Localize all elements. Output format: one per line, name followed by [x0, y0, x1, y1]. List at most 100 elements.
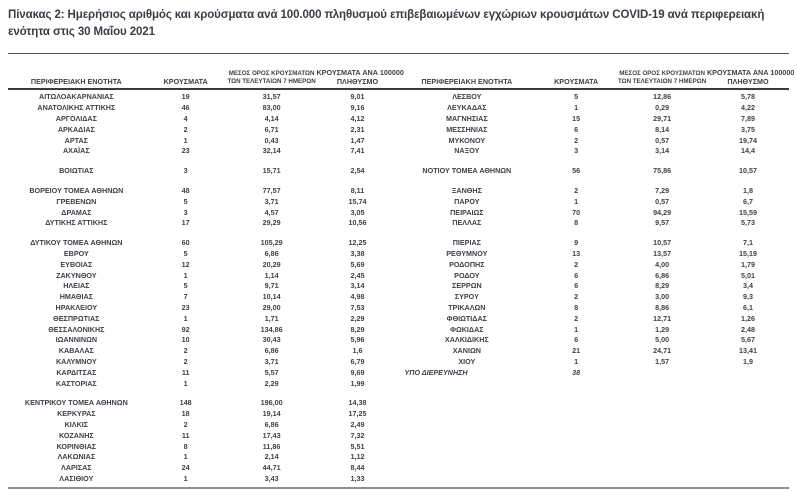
cases-value: 11 [181, 430, 190, 440]
table-row: ΖΑΚΥΝΘΟΥ 1 1,14 2,45 ΡΟΔΟΥ 6 6,86 5,01 [8, 270, 789, 281]
right-half: ΧΙΟΥ 1 1,57 1,9 [399, 357, 790, 366]
cases-per-100k-value: 1,79 [740, 259, 755, 269]
table-row: ΗΛΕΙΑΣ 5 9,71 3,14 ΣΕΡΡΩΝ 6 8,29 3,4 [8, 280, 789, 291]
left-half: ΔΥΤΙΚΟΥ ΤΟΜΕΑ ΑΘΗΝΩΝ 60 105,29 12,25 [8, 238, 399, 247]
avg7-days-value: 1,71 [264, 313, 279, 323]
cases-per-100k-value: 1,6 [352, 346, 363, 356]
avg7-days-value: 20,29 [262, 259, 281, 269]
region-name: ΘΕΣΠΡΩΤΙΑΣ [53, 313, 100, 323]
right-half: ΠΑΡΟΥ 1 0,57 6,7 [399, 197, 790, 206]
column-header-per100k-line2: ΠΛΗΘΥΣΜΟ [336, 76, 379, 86]
cases-per-100k-value: 1,9 [742, 356, 753, 366]
table-row: ΑΡΤΑΣ 1 0,43 1,47 ΜΥΚΟΝΟΥ 2 0,57 19,74 [8, 135, 789, 146]
region-name: ΗΜΑΘΙΑΣ [59, 292, 93, 302]
table-row: ΚΟΡΙΝΘΙΑΣ 8 11,86 5,51 [8, 441, 789, 452]
region-name: ΝΑΞΟΥ [454, 146, 480, 156]
cases-value: 2 [574, 135, 579, 145]
table-row: ΚΕΝΤΡΙΚΟΥ ΤΟΜΕΑ ΑΘΗΝΩΝ 148 196,00 14,38 [8, 397, 789, 408]
region-name: ΗΛΕΙΑΣ [63, 281, 90, 291]
avg7-days-value: 8,14 [655, 124, 670, 134]
table-header-row: ΠΕΡΙΦΕΡΕΙΑΚΗ ΕΝΟΤΗΤΑ ΚΡΟΥΣΜΑΤΑ ΜΕΣΟΣ ΟΡΟ… [8, 54, 794, 90]
cases-value: 5 [183, 281, 188, 291]
avg7-days-value: 24,71 [653, 346, 672, 356]
left-half: ΘΕΣΣΑΛΟΝΙΚΗΣ 92 134,86 8,29 [8, 325, 399, 334]
cases-per-100k-value: 8,29 [350, 324, 365, 334]
table-row: ΑΧΑΪΑΣ 23 32,14 7,41 ΝΑΞΟΥ 3 3,14 14,4 [8, 145, 789, 156]
table-row: ΔΥΤΙΚΟΥ ΤΟΜΕΑ ΑΘΗΝΩΝ 60 105,29 12,25 ΠΙΕΡΙΑΣ… [8, 237, 789, 248]
table-row: ΔΥΤΙΚΗΣ ΑΤΤΙΚΗΣ 17 29,29 10,56 ΠΕΛΛΑΣ 8 9,57 5,… [8, 217, 789, 228]
cases-per-100k-value: 14,38 [348, 398, 367, 408]
avg7-days-value: 196,00 [260, 398, 283, 408]
table-caption: Πίνακας 2: Ημερήσιος αριθμός και κρούσμα… [8, 9, 765, 39]
left-half: ΚΕΡΚΥΡΑΣ 18 19,14 17,25 [8, 409, 399, 418]
right-half: ΜΑΓΝΗΣΙΑΣ 15 29,71 7,89 [399, 114, 790, 123]
left-half: ΕΒΡΟΥ 5 6,86 3,38 [8, 249, 399, 258]
cases-per-100k-value: 8,11 [350, 185, 365, 195]
region-name: ΠΙΕΡΙΑΣ [452, 238, 481, 248]
right-half: ΤΡΙΚΑΛΩΝ 8 8,86 6,1 [399, 303, 790, 312]
covid-regional-table: ΠΕΡΙΦΕΡΕΙΑΚΗ ΕΝΟΤΗΤΑ ΚΡΟΥΣΜΑΤΑ ΜΕΣΟΣ ΟΡΟ… [8, 52, 794, 489]
left-half: ΘΕΣΠΡΩΤΙΑΣ 1 1,71 2,29 [8, 314, 399, 323]
table-row: ΒΟΙΩΤΙΑΣ 3 15,71 2,54 ΝΟΤΙΟΥ ΤΟΜΕΑ ΑΘΗΝΩΝ 56 7… [8, 165, 789, 176]
avg7-days-value: 32,14 [262, 146, 281, 156]
cases-value: 1 [183, 452, 188, 462]
table-row: ΕΒΡΟΥ 5 6,86 3,38 ΡΕΘΥΜΝΟΥ 13 13,57 15,19 [8, 248, 789, 259]
column-header-region: ΠΕΡΙΦΕΡΕΙΑΚΗ ΕΝΟΤΗΤΑ [8, 68, 145, 86]
cases-per-100k-value: 4,98 [350, 292, 365, 302]
avg7-days-value: 2,14 [264, 452, 279, 462]
cases-per-100k-value: 7,41 [350, 146, 365, 156]
column-header-cases: ΚΡΟΥΣΜΑΤΑ [535, 68, 617, 86]
avg7-days-value: 6,86 [655, 270, 670, 280]
region-name: ΚΑΒΑΛΑΣ [58, 346, 94, 356]
cases-value: 17 [181, 218, 190, 228]
avg7-days-value: 3,43 [264, 473, 279, 483]
cases-per-100k-value: 2,54 [350, 166, 365, 176]
cases-per-100k-value: 3,75 [740, 124, 755, 134]
cases-per-100k-value: 2,48 [740, 324, 755, 334]
left-half: ΗΡΑΚΛΕΙΟΥ 23 29,00 7,53 [8, 303, 399, 312]
right-half: ΦΘΙΩΤΙΔΑΣ 2 12,71 1,26 [399, 314, 790, 323]
column-header-cases: ΚΡΟΥΣΜΑΤΑ [145, 68, 227, 86]
table-row: ΚΑΣΤΟΡΙΑΣ 1 2,29 1,99 [8, 378, 789, 389]
cases-value: 21 [572, 346, 581, 356]
cases-per-100k-value: 3,05 [350, 207, 365, 217]
region-name: ΦΘΙΩΤΙΔΑΣ [446, 313, 487, 323]
cases-per-100k-value: 1,99 [350, 378, 365, 388]
cases-value: 5 [183, 196, 188, 206]
cases-value: 5 [574, 92, 579, 102]
spacer-row [8, 156, 789, 165]
region-name: ΒΟΡΕΙΟΥ ΤΟΜΕΑ ΑΘΗΝΩΝ [29, 185, 124, 195]
left-half: ΓΡΕΒΕΝΩΝ 5 3,71 15,74 [8, 197, 399, 206]
region-name: ΡΕΘΥΜΝΟΥ [446, 248, 488, 258]
avg7-days-value: 77,57 [262, 185, 281, 195]
cases-per-100k-value: 2,31 [350, 124, 365, 134]
cases-per-100k-value: 2,45 [350, 270, 365, 280]
region-name: ΚΕΡΚΥΡΑΣ [57, 409, 96, 419]
cases-per-100k-value: 6,7 [742, 196, 753, 206]
cases-value: 6 [574, 270, 579, 280]
table-row: ΚΑΛΥΜΝΟΥ 2 3,71 6,79 ΧΙΟΥ 1 1,57 1,9 [8, 356, 789, 367]
region-name: ΖΑΚΥΝΘΟΥ [56, 270, 97, 280]
region-name: ΛΑΣΙΘΙΟΥ [59, 473, 94, 483]
cases-value: 23 [181, 146, 190, 156]
cases-value: 2 [574, 292, 579, 302]
cases-per-100k-value: 9,16 [350, 103, 365, 113]
cases-per-100k-value: 13,41 [738, 346, 757, 356]
column-header-avg7-line1: ΜΕΣΟΣ ΟΡΟΣ ΚΡΟΥΣΜΑΤΩΝ [228, 70, 315, 77]
cases-per-100k-value: 5,51 [350, 441, 365, 451]
avg7-days-value: 8,29 [655, 281, 670, 291]
cases-value: 56 [572, 166, 581, 176]
cases-per-100k-value: 15,74 [348, 196, 367, 206]
left-half: ΚΟΡΙΝΘΙΑΣ 8 11,86 5,51 [8, 442, 399, 451]
cases-per-100k-value: 5,78 [740, 92, 755, 102]
avg7-days-value: 10,57 [653, 238, 672, 248]
cases-value: 9 [574, 238, 579, 248]
region-name: ΓΡΕΒΕΝΩΝ [56, 196, 97, 206]
avg7-days-value: 4,14 [264, 113, 279, 123]
right-half: ΛΕΥΚΑΔΑΣ 1 0,29 4,22 [399, 103, 790, 112]
cases-value: 2 [574, 313, 579, 323]
avg7-days-value: 29,29 [262, 218, 281, 228]
cases-value: 7 [183, 292, 188, 302]
cases-per-100k-value: 9,69 [350, 367, 365, 377]
header-left-half: ΠΕΡΙΦΕΡΕΙΑΚΗ ΕΝΟΤΗΤΑ ΚΡΟΥΣΜΑΤΑ ΜΕΣΟΣ ΟΡΟ… [8, 68, 404, 86]
